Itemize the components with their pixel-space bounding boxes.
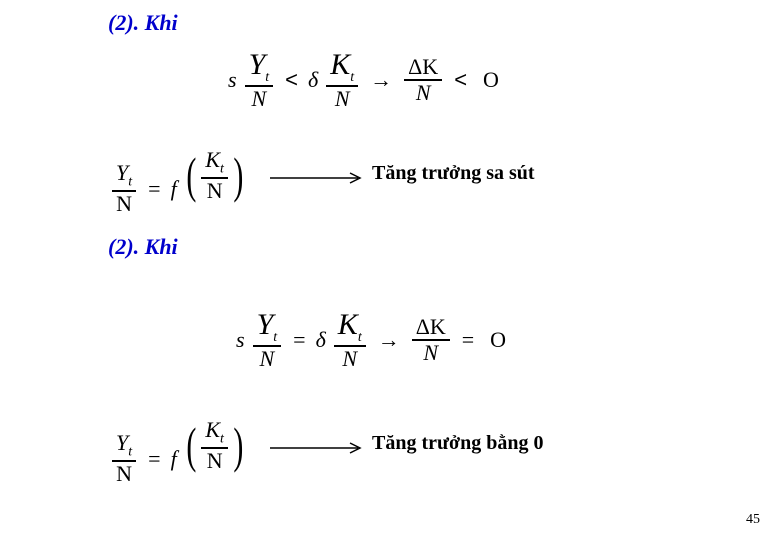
- sym-Y3: Y: [257, 308, 274, 341]
- sym-N4: N: [112, 192, 136, 216]
- less-than-2: <: [454, 67, 467, 93]
- equation-case2-top: s Yt N < δ Kt N → ΔK N < O: [228, 48, 505, 112]
- coef-delta: δ: [308, 67, 318, 93]
- coef-s-2: s: [236, 327, 245, 353]
- sym-deltaK2: ΔK: [412, 315, 450, 341]
- fraction-kt-n-4: Kt N: [201, 418, 228, 473]
- equals-4: =: [148, 446, 160, 472]
- fraction-kt-n-2: Kt N: [201, 148, 228, 203]
- fraction-kt-n-3: Kt N: [334, 308, 366, 372]
- paren-group-1: ( Kt N ): [183, 148, 247, 203]
- label-text-1: Tăng trưởng sa sút: [372, 162, 535, 184]
- equals-1: =: [148, 176, 160, 202]
- fn-f-2: f: [171, 446, 177, 472]
- sym-K3: K: [338, 308, 358, 341]
- coef-s: s: [228, 67, 237, 93]
- sym-Y: Y: [249, 48, 266, 81]
- arrow-2-icon: [270, 442, 368, 454]
- sym-N10: N: [201, 449, 228, 473]
- label-text-2: Tăng trưởng bằng 0: [372, 432, 543, 454]
- sub-t: t: [265, 70, 269, 85]
- page-number: 45: [746, 512, 760, 528]
- arrow-1-icon: [270, 172, 368, 184]
- sub-t5: t: [273, 330, 277, 345]
- label-growth-zero: Tăng trưởng bằng 0: [372, 432, 543, 455]
- paren-group-2: ( Kt N ): [183, 418, 247, 473]
- sym-N9: N: [112, 462, 136, 486]
- less-than-1: <: [285, 67, 298, 93]
- fraction-yt-n: Yt N: [245, 48, 274, 112]
- sym-N8: N: [412, 341, 450, 365]
- sym-N7: N: [334, 347, 366, 371]
- heading-text: (2). Khi: [108, 10, 178, 35]
- sym-deltaK: ΔK: [404, 55, 442, 81]
- equation-case2b-top: s Yt N = δ Kt N → ΔK N = O: [236, 308, 512, 372]
- section-heading-2b: (2). Khi: [108, 234, 178, 260]
- fraction-yt-n-2: Yt N: [112, 161, 136, 216]
- sym-N5: N: [201, 179, 228, 203]
- sym-K4: K: [205, 417, 220, 442]
- coef-delta-2: δ: [316, 327, 326, 353]
- sym-Y2: Y: [116, 160, 128, 185]
- arrow-implies-1: →: [370, 67, 392, 93]
- page-number-text: 45: [746, 512, 760, 527]
- equals-3: =: [462, 327, 474, 353]
- sym-K2: K: [205, 147, 220, 172]
- sym-N3: N: [404, 81, 442, 105]
- section-heading-2a: (2). Khi: [108, 10, 178, 36]
- sym-N6: N: [253, 347, 282, 371]
- fraction-deltak-n-2: ΔK N: [412, 315, 450, 365]
- sym-Y4: Y: [116, 430, 128, 455]
- fraction-deltak-n: ΔK N: [404, 55, 442, 105]
- equation-production-fn-2: Yt N = f ( Kt N ): [110, 418, 247, 486]
- fn-f-1: f: [171, 176, 177, 202]
- heading-text-2: (2). Khi: [108, 234, 178, 259]
- sym-N2: N: [326, 87, 358, 111]
- fraction-yt-n-4: Yt N: [112, 431, 136, 486]
- sub-t3: t: [128, 175, 132, 190]
- lparen-icon: (: [186, 155, 196, 195]
- equals-2: =: [293, 327, 305, 353]
- fraction-kt-n: Kt N: [326, 48, 358, 112]
- label-growth-decline: Tăng trưởng sa sút: [372, 162, 535, 185]
- rparen-icon-2: ): [233, 425, 243, 465]
- zero-2: O: [490, 327, 506, 353]
- sym-N: N: [245, 87, 274, 111]
- rparen-icon: ): [233, 155, 243, 195]
- equation-production-fn-1: Yt N = f ( Kt N ): [110, 148, 247, 216]
- sub-t8: t: [220, 431, 224, 446]
- sym-K: K: [330, 48, 350, 81]
- sub-t6: t: [358, 330, 362, 345]
- arrow-implies-2: →: [378, 327, 400, 353]
- fraction-yt-n-3: Yt N: [253, 308, 282, 372]
- zero-1: O: [483, 67, 499, 93]
- sub-t4: t: [220, 161, 224, 176]
- sub-t7: t: [128, 445, 132, 460]
- sub-t2: t: [350, 70, 354, 85]
- lparen-icon-2: (: [186, 425, 196, 465]
